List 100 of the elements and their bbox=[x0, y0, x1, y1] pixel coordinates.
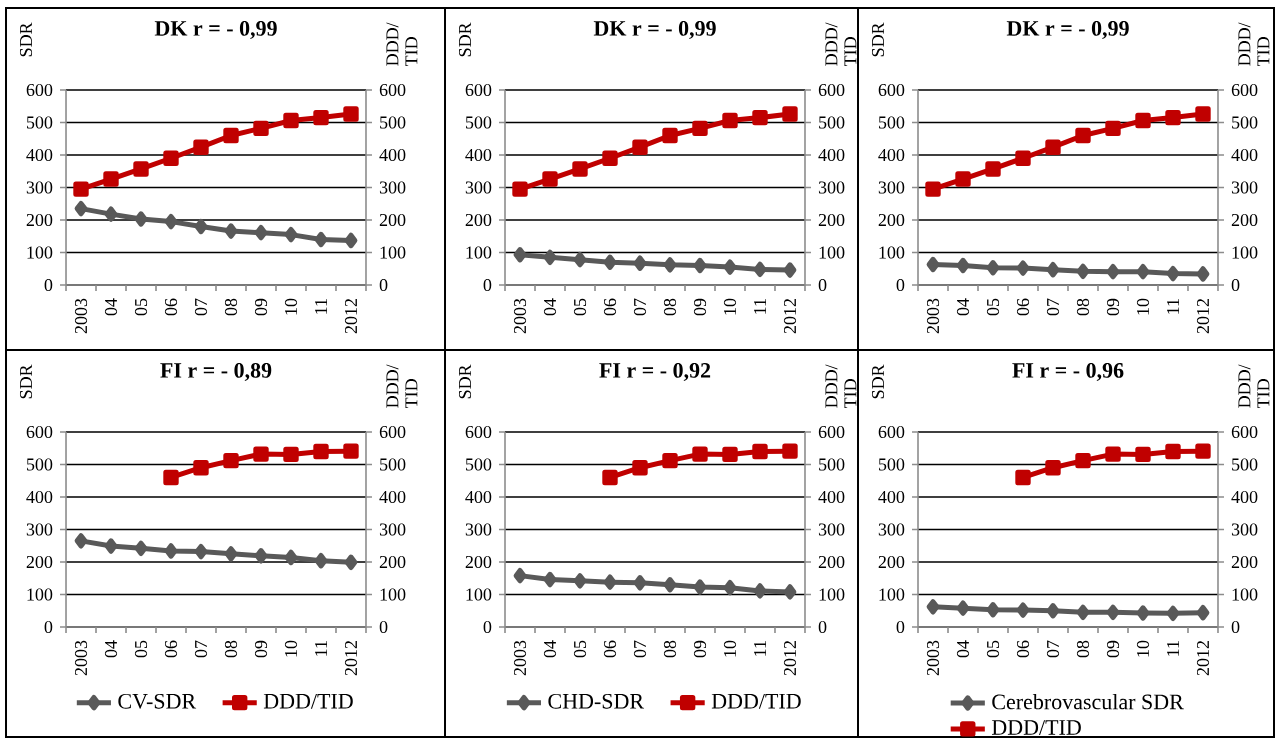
y-tick-label: 200 bbox=[465, 555, 492, 569]
point bbox=[782, 443, 798, 459]
x-tick-label: 11 bbox=[315, 641, 327, 656]
point bbox=[986, 602, 1000, 618]
x-tick-label: 2003 bbox=[926, 298, 940, 334]
y-tick-label: 500 bbox=[878, 458, 905, 471]
point bbox=[925, 181, 941, 197]
point bbox=[1105, 120, 1121, 137]
point bbox=[753, 583, 767, 599]
y-tick-label: 200 bbox=[878, 555, 905, 569]
y2-axis-title: DDD/ TID bbox=[386, 364, 418, 409]
point bbox=[1106, 263, 1120, 280]
point bbox=[632, 139, 648, 155]
point bbox=[1135, 446, 1151, 463]
point bbox=[224, 223, 238, 239]
y-tick-label: 200 bbox=[26, 555, 53, 569]
chart-title: DK r = - 0,99 bbox=[154, 20, 277, 40]
point bbox=[986, 260, 1000, 276]
x-tick-label: 09 bbox=[254, 640, 268, 658]
y2-tick-label: 100 bbox=[819, 588, 845, 601]
y-tick-label: 0 bbox=[44, 620, 53, 634]
y-tick-label: 600 bbox=[26, 425, 53, 439]
point bbox=[723, 579, 737, 596]
point bbox=[1105, 446, 1121, 462]
x-tick-label: 04 bbox=[104, 298, 118, 316]
x-tick-label: 04 bbox=[543, 640, 557, 658]
y-tick-label: 600 bbox=[878, 425, 905, 439]
x-tick-label: 07 bbox=[194, 640, 208, 658]
point bbox=[133, 161, 149, 177]
point bbox=[722, 112, 738, 129]
x-tick-label: 2012 bbox=[783, 641, 797, 676]
y2-tick-label: 400 bbox=[379, 148, 406, 162]
y-tick-label: 600 bbox=[465, 83, 492, 97]
point bbox=[572, 161, 588, 177]
point bbox=[1166, 265, 1180, 282]
point bbox=[1076, 263, 1090, 280]
y2-tick-label: 0 bbox=[379, 620, 388, 634]
point bbox=[253, 446, 269, 462]
point bbox=[1016, 260, 1030, 276]
point bbox=[254, 224, 268, 241]
y-tick-label: 0 bbox=[44, 278, 53, 292]
point bbox=[692, 446, 708, 462]
point bbox=[283, 112, 299, 129]
x-tick-label: 07 bbox=[1046, 298, 1060, 316]
point bbox=[692, 120, 708, 137]
x-tick-label: 10 bbox=[723, 640, 737, 657]
y2-tick-label: 0 bbox=[818, 278, 827, 292]
point bbox=[513, 567, 527, 584]
y-tick-label: 500 bbox=[465, 116, 492, 129]
legend-label: DDD/TID bbox=[991, 720, 1081, 735]
y2-tick-label: 400 bbox=[818, 148, 845, 162]
x-tick-label: 04 bbox=[543, 298, 557, 316]
y2-tick-label: 500 bbox=[1232, 458, 1258, 471]
x-tick-label: 05 bbox=[986, 640, 1000, 658]
y2-tick-label: 200 bbox=[379, 555, 406, 569]
x-tick-label: 2012 bbox=[344, 641, 358, 676]
point bbox=[284, 226, 298, 243]
point bbox=[193, 139, 209, 155]
y2-tick-label: 0 bbox=[1231, 278, 1240, 292]
x-tick-label: 07 bbox=[1046, 640, 1060, 658]
y2-tick-label: 500 bbox=[380, 116, 406, 129]
chart-title: FI r = - 0,89 bbox=[160, 362, 272, 382]
y-tick-label: 100 bbox=[466, 246, 492, 259]
point bbox=[693, 257, 707, 274]
point bbox=[1015, 469, 1031, 486]
y2-tick-label: 200 bbox=[379, 213, 406, 227]
x-tick-label: 2012 bbox=[344, 299, 358, 334]
y-tick-label: 200 bbox=[26, 213, 53, 227]
point bbox=[223, 452, 239, 469]
x-tick-label: 05 bbox=[573, 298, 587, 316]
y-axis-title: SDR bbox=[871, 22, 885, 57]
point bbox=[164, 213, 178, 230]
chart-title: FI r = - 0,92 bbox=[599, 362, 711, 382]
chart-title: FI r = - 0,96 bbox=[1012, 362, 1124, 382]
y2-axis-title: DDD/ TID bbox=[386, 22, 418, 67]
point bbox=[926, 599, 940, 615]
y-tick-label: 200 bbox=[878, 213, 905, 227]
x-tick-label: 09 bbox=[1106, 298, 1120, 316]
y2-tick-label: 400 bbox=[379, 490, 406, 504]
x-tick-label: 09 bbox=[1106, 640, 1120, 658]
x-tick-label: 04 bbox=[956, 298, 970, 316]
y2-tick-label: 100 bbox=[380, 246, 406, 259]
point bbox=[193, 460, 209, 476]
y2-tick-label: 500 bbox=[819, 116, 845, 129]
y2-tick-label: 600 bbox=[818, 83, 845, 97]
point bbox=[513, 247, 527, 263]
point bbox=[1015, 150, 1031, 166]
point bbox=[1075, 127, 1091, 144]
y2-tick-label: 100 bbox=[1232, 246, 1258, 259]
point bbox=[1045, 139, 1061, 155]
y-tick-label: 400 bbox=[465, 490, 492, 504]
point bbox=[985, 161, 1001, 177]
point bbox=[752, 443, 768, 460]
point bbox=[693, 579, 707, 595]
y2-tick-label: 600 bbox=[1231, 425, 1258, 439]
point bbox=[1196, 266, 1210, 282]
y-tick-label: 200 bbox=[465, 213, 492, 227]
legend-label: CV-SDR bbox=[118, 693, 197, 709]
y2-tick-label: 400 bbox=[818, 490, 845, 504]
point bbox=[343, 443, 359, 459]
